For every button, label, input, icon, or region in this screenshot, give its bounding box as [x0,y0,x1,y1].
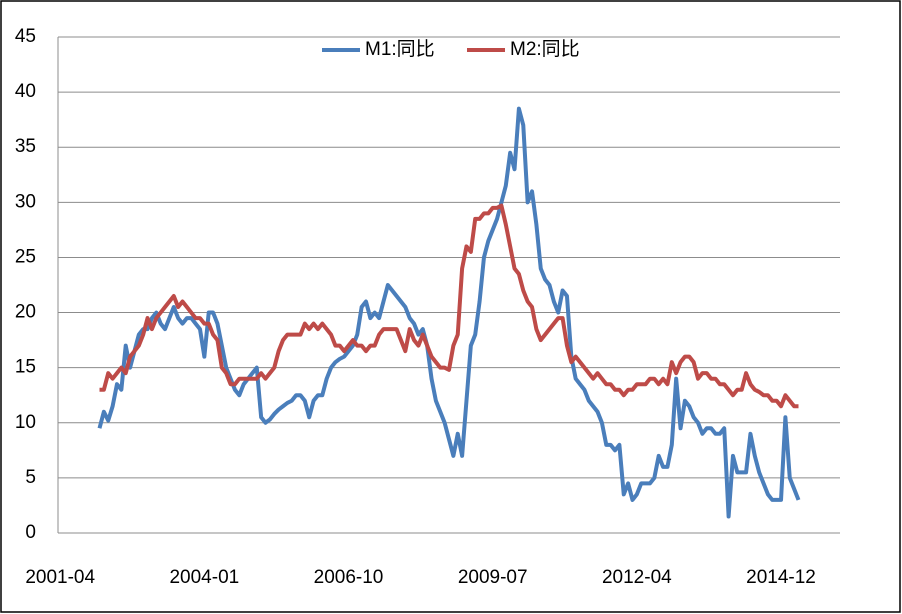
y-tick-label: 15 [15,357,36,378]
x-tick-label: 2004-01 [169,567,239,588]
legend-label: M2:同比 [510,38,580,60]
y-tick-label: 40 [15,81,36,102]
y-tick-label: 20 [15,302,36,323]
x-tick-label: 2012-04 [602,567,672,588]
x-tick-label: 2006-10 [314,567,384,588]
y-tick-label: 25 [15,246,36,267]
y-tick-label: 5 [25,467,36,488]
y-tick-label: 35 [15,136,36,157]
y-tick-label: 10 [15,412,36,433]
y-tick-label: 30 [15,191,36,212]
x-tick-label: 2014-12 [746,567,816,588]
y-tick-label: 45 [15,26,36,47]
line-series [99,203,799,409]
y-tick-label: 0 [25,522,36,543]
x-tick-label: 2009-07 [458,567,528,588]
legend-label: M1:同比 [365,38,435,60]
x-tick-label: 2001-04 [25,567,95,588]
line-series [97,106,801,519]
